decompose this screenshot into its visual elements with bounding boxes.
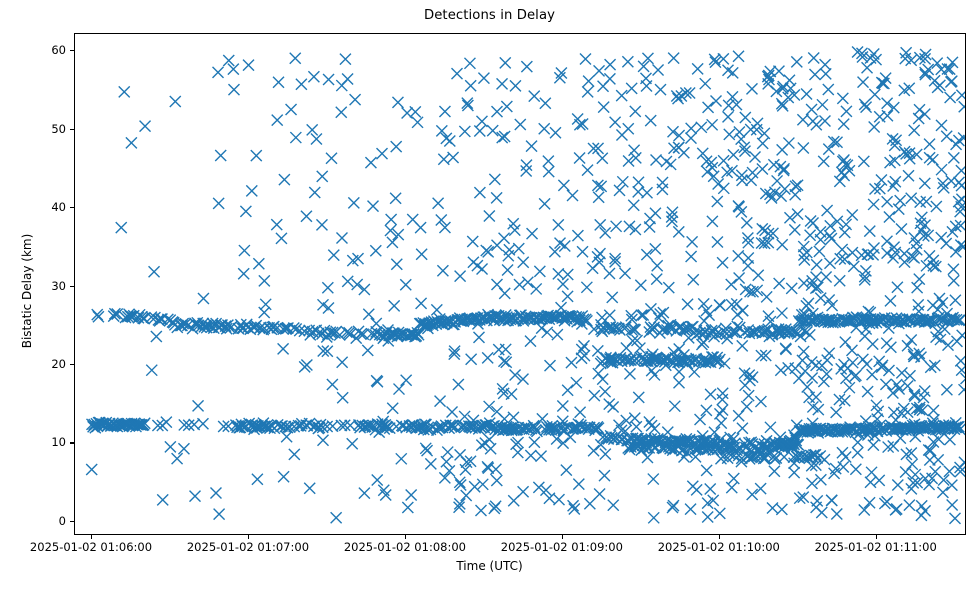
y-axis-label: Bistatic Delay (km) [20,233,34,349]
y-tick-label: 30 [51,278,66,293]
x-tick-label: 2025-01-02 01:08:00 [343,540,466,554]
x-tick-label: 2025-01-02 01:07:00 [186,540,310,554]
y-tick-label: 0 [58,513,66,528]
y-tick-label: 40 [51,200,66,215]
x-axis-label: Time (UTC) [456,559,523,573]
x-tick-label: 2025-01-02 01:10:00 [657,540,780,554]
plot-area[interactable] [74,33,966,535]
x-tick-label: 2025-01-02 01:09:00 [500,540,623,554]
x-tick-mark [875,535,877,539]
y-tick-mark [70,442,74,444]
y-tick-label: 10 [51,435,66,450]
scatter-layer [85,45,965,525]
y-tick-label: 20 [51,357,66,371]
y-tick-mark [70,128,74,130]
x-tick-mark [91,535,93,539]
x-tick-mark [718,535,720,539]
x-tick-label: 2025-01-02 01:11:00 [814,540,937,554]
x-tick-label: 2025-01-02 01:06:00 [29,540,153,554]
y-tick-mark [70,50,74,52]
y-tick-mark [70,207,74,209]
y-tick-mark [70,520,74,522]
y-tick-mark [70,285,74,287]
page-title: Detections in Delay [423,8,556,23]
x-tick-mark [404,535,406,539]
y-tick-label: 50 [51,121,66,136]
x-tick-mark [247,535,250,539]
y-tick-mark [70,364,74,366]
x-tick-mark [561,535,563,539]
y-tick-label: 60 [51,43,66,58]
